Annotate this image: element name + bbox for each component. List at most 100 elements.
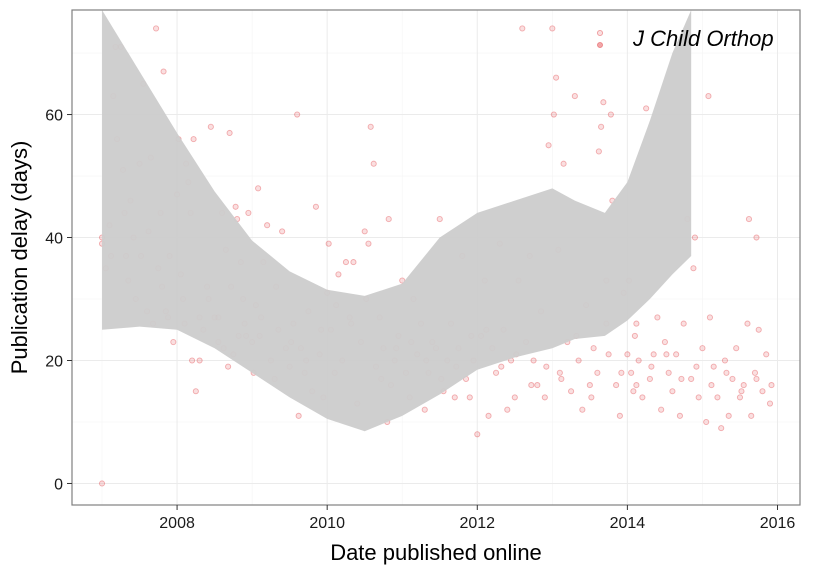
data-point [729,375,736,382]
data-point [635,357,642,364]
data-point [753,234,760,241]
data-point [706,314,713,321]
y-axis-title: Publication delay (days) [7,141,32,375]
data-point [279,228,286,235]
data-point [594,369,601,376]
data-point [474,431,481,438]
data-point [571,93,578,100]
data-point [607,111,614,118]
data-point [530,357,537,364]
data-point [98,480,106,487]
data-point [541,394,548,401]
data-point [385,216,392,223]
data-point [618,369,625,376]
x-axis-title: Date published online [330,540,542,565]
y-axis-ticks: 0 20 40 60 [45,108,72,493]
data-point [550,111,557,118]
data-point [588,394,595,401]
data-point [600,99,607,106]
data-point [643,105,650,112]
data-point [630,388,637,395]
y-tick-label: 60 [45,108,63,125]
data-point [294,111,301,118]
data-point [492,369,500,376]
data-point [733,345,740,352]
data-point [633,320,640,327]
data-point [361,228,368,235]
data-point [226,129,233,137]
data-point [370,160,377,167]
data-point [648,363,655,370]
data-point [595,148,602,155]
data-point [207,123,214,130]
data-point [748,412,755,419]
data-point [710,363,717,370]
data-point [759,388,766,395]
data-point [549,25,556,32]
data-point [192,388,199,395]
plot-panel-border [71,9,801,506]
data-point [325,240,332,247]
data-point [755,326,762,333]
data-point [695,394,702,401]
data-point [568,388,575,395]
data-point [558,375,565,382]
data-point [705,93,712,100]
data-point [740,382,747,389]
data-point [534,382,541,389]
data-point [639,394,646,401]
data-point [560,160,567,167]
data-point [678,375,685,382]
data-point [721,357,728,364]
confidence-band-area [102,10,692,432]
data-point [255,185,262,192]
legend-key-point [596,29,604,37]
data-point [553,74,560,81]
data-point [598,123,605,130]
data-point [751,369,759,376]
data-point [725,412,732,419]
x-tick-label: 2008 [159,515,195,532]
data-point [575,357,582,364]
data-point [766,400,774,407]
legend-key-point [596,41,604,49]
data-point [605,351,612,358]
data-point [451,394,458,401]
data-point [680,320,687,327]
data-point [745,216,753,223]
data-point [170,338,177,346]
data-point [658,406,665,413]
y-tick-label: 0 [54,476,63,493]
smoothed-confidence-band [102,10,692,432]
data-point [663,351,670,358]
data-point [628,369,635,376]
data-point [485,412,492,419]
data-point [744,320,751,327]
data-point [665,369,672,376]
data-point [693,363,700,370]
data-point [631,332,638,339]
data-point [232,203,239,210]
data-point [498,363,505,370]
data-point [673,351,680,358]
data-point [633,382,640,389]
data-point [650,351,657,358]
x-tick-label: 2010 [309,515,345,532]
data-point [245,209,252,216]
data-point [714,394,721,401]
data-point [768,382,775,389]
data-point [586,382,593,389]
data-point [723,369,730,376]
data-point [688,375,695,382]
data-point [708,382,715,389]
data-point [616,412,623,419]
data-point [699,345,706,352]
data-point [646,375,653,382]
data-point [556,369,563,376]
data-point [466,394,473,401]
data-point [613,382,620,389]
data-point [365,240,372,247]
data-point [718,425,725,432]
x-axis-ticks: 2008 2010 2012 2014 2016 [159,505,795,532]
